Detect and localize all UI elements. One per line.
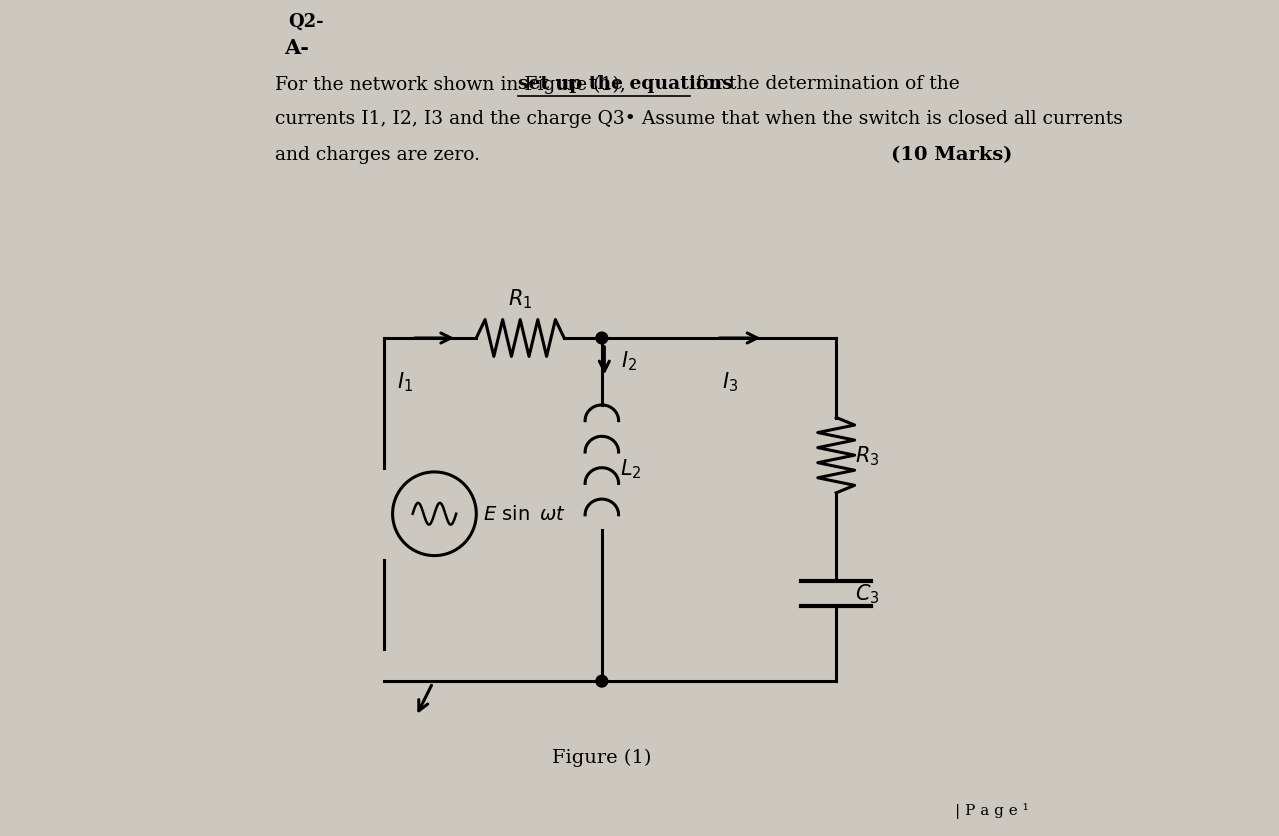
Text: set up the equations: set up the equations xyxy=(518,75,733,94)
Text: (10 Marks): (10 Marks) xyxy=(890,145,1012,164)
Text: $I_3$: $I_3$ xyxy=(721,370,738,394)
Text: and charges are zero.: and charges are zero. xyxy=(275,145,481,164)
Circle shape xyxy=(596,675,608,687)
Text: $R_1$: $R_1$ xyxy=(508,288,532,311)
Text: $L_2$: $L_2$ xyxy=(620,456,642,480)
Text: Q2-: Q2- xyxy=(288,13,324,31)
Text: $R_3$: $R_3$ xyxy=(854,444,879,467)
Text: $E\ \sin\ \omega t$: $E\ \sin\ \omega t$ xyxy=(483,505,565,523)
Text: For the network shown in Figure (1),: For the network shown in Figure (1), xyxy=(275,75,632,94)
Circle shape xyxy=(596,333,608,344)
Text: $I_2$: $I_2$ xyxy=(622,349,637,373)
Text: for the determination of the: for the determination of the xyxy=(689,75,959,94)
Text: $I_1$: $I_1$ xyxy=(396,370,413,394)
Text: | P a g e ¹: | P a g e ¹ xyxy=(955,802,1028,818)
Text: currents I1, I2, I3 and the charge Q3• Assume that when the switch is closed all: currents I1, I2, I3 and the charge Q3• A… xyxy=(275,110,1123,129)
Text: A-: A- xyxy=(284,38,308,58)
Text: $C_3$: $C_3$ xyxy=(854,582,879,605)
Text: Figure (1): Figure (1) xyxy=(553,747,651,766)
